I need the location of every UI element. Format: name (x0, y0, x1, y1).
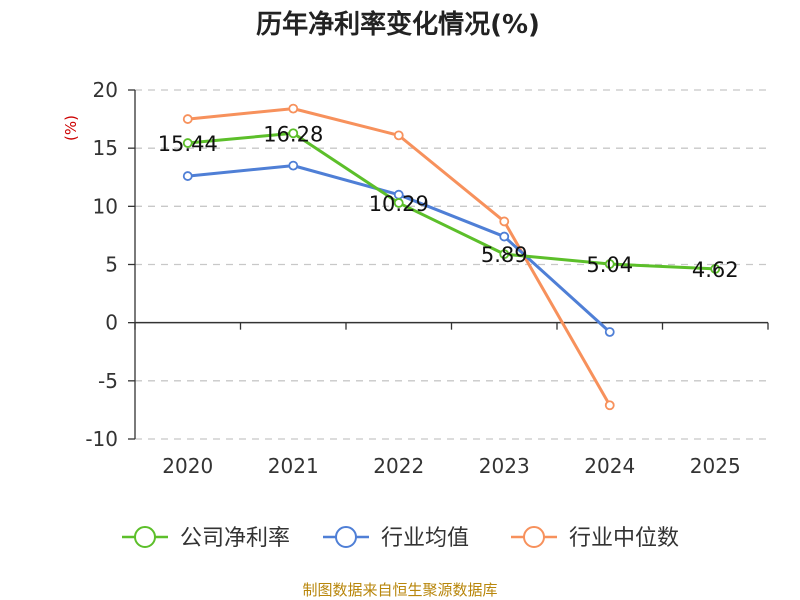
x-tick-label: 2022 (373, 454, 424, 478)
data-label: 4.62 (692, 258, 739, 282)
data-point[interactable] (288, 128, 299, 139)
data-label: 15.44 (158, 132, 218, 156)
chart-title: 历年净利率变化情况(%) (256, 9, 540, 40)
series-line-1 (187, 131, 716, 271)
series-lines (182, 103, 721, 411)
legend-marker-icon (134, 526, 156, 548)
legend-item-3[interactable]: 行业中位数 (511, 526, 679, 551)
y-tick-label: 20 (93, 78, 118, 102)
y-tick-label: -5 (98, 369, 118, 393)
legend-marker-icon (335, 526, 357, 548)
y-axis-unit: (%) (62, 115, 80, 141)
legend-label: 行业中位数 (569, 526, 679, 551)
data-point[interactable] (182, 114, 193, 124)
legend-marker-icon (523, 526, 545, 548)
axes: 20 15 10 5 0 -5 -10 2020 2021 2022 2023 2024 2025 (85, 78, 769, 478)
data-point[interactable] (288, 160, 299, 171)
data-labels: 15.44 16.28 10.29 5.89 5.04 4.62 (158, 122, 739, 282)
legend-label: 公司净利率 (180, 526, 290, 551)
y-tick-label: 15 (93, 136, 118, 160)
data-label: 5.89 (481, 243, 528, 267)
x-tick-label: 2020 (162, 454, 213, 478)
data-label: 5.04 (586, 253, 633, 277)
data-point[interactable] (604, 400, 615, 411)
x-tick-label: 2025 (690, 454, 741, 478)
grid-lines (135, 89, 768, 440)
y-tick-label: 0 (105, 311, 118, 335)
y-tick-label: 5 (105, 253, 118, 277)
data-point[interactable] (182, 171, 193, 181)
data-point[interactable] (499, 231, 510, 242)
legend-item-1[interactable]: 公司净利率 (122, 526, 290, 551)
data-point[interactable] (393, 130, 404, 141)
data-label: 10.29 (369, 192, 429, 216)
data-point[interactable] (182, 138, 193, 148)
y-tick-label: -10 (85, 427, 118, 451)
x-tick-label: 2023 (479, 454, 530, 478)
data-point[interactable] (499, 216, 510, 227)
data-point[interactable] (288, 103, 299, 114)
data-point[interactable] (393, 198, 404, 208)
x-tick-label: 2024 (584, 454, 635, 478)
source-note: 制图数据来自恒生聚源数据库 (302, 581, 497, 599)
data-point[interactable] (604, 259, 615, 269)
legend[interactable]: 公司净利率 行业均值 行业中位数 (122, 526, 679, 551)
data-point[interactable] (710, 264, 721, 274)
y-tick-label: 10 (93, 194, 118, 218)
x-tick-label: 2021 (268, 454, 319, 478)
data-point[interactable] (499, 249, 510, 260)
data-point[interactable] (604, 327, 615, 337)
legend-item-2[interactable]: 行业均值 (323, 526, 469, 551)
data-label: 16.28 (263, 122, 323, 146)
legend-label: 行业均值 (381, 526, 469, 551)
